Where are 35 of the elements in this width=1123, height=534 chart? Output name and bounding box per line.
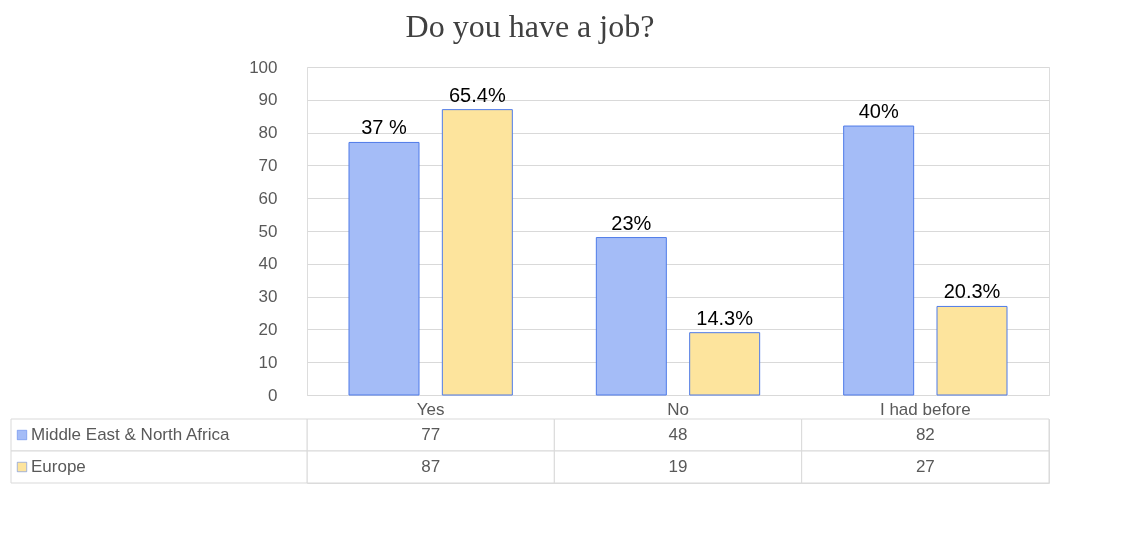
- bar: [689, 332, 761, 396]
- data-label: 77: [421, 425, 441, 444]
- annotation: 23%: [611, 211, 652, 234]
- legend-label: Middle East & North Africa: [31, 425, 230, 444]
- y-tick-label: 30: [258, 287, 278, 307]
- y-tick-label: 20: [258, 319, 278, 339]
- data-label: 82: [915, 425, 935, 444]
- y-tick-label: 70: [258, 155, 278, 175]
- y-tick-label: 100: [249, 57, 278, 77]
- x-tick-label: No: [667, 399, 689, 419]
- y-tick-label: 50: [258, 221, 278, 241]
- data-label: 19: [668, 457, 688, 476]
- annotation: 20.3%: [943, 280, 1001, 303]
- chart-title: Do you have a job?: [405, 7, 655, 44]
- data-label: 27: [915, 457, 935, 476]
- y-tick-label: 80: [258, 123, 278, 143]
- bar: [936, 305, 1008, 396]
- x-tick-label: Yes: [416, 399, 445, 419]
- data-label: 87: [421, 457, 441, 476]
- y-tick-label: 90: [258, 90, 278, 110]
- annotation: 65.4%: [448, 83, 506, 106]
- x-tick-label: I had before: [879, 399, 971, 419]
- bar: [348, 141, 420, 396]
- annotation: 40%: [858, 100, 899, 123]
- y-tick-label: 40: [258, 254, 278, 274]
- y-tick-label: 0: [268, 385, 278, 405]
- bar: [843, 125, 915, 396]
- y-tick-label: 60: [258, 188, 278, 208]
- annotation: 37 %: [361, 116, 408, 139]
- annotation: 14.3%: [696, 306, 754, 329]
- bar: [441, 109, 513, 396]
- legend-label: Europe: [31, 457, 86, 476]
- bar: [595, 237, 667, 396]
- y-tick-label: 10: [258, 352, 278, 372]
- data-label: 48: [668, 425, 688, 444]
